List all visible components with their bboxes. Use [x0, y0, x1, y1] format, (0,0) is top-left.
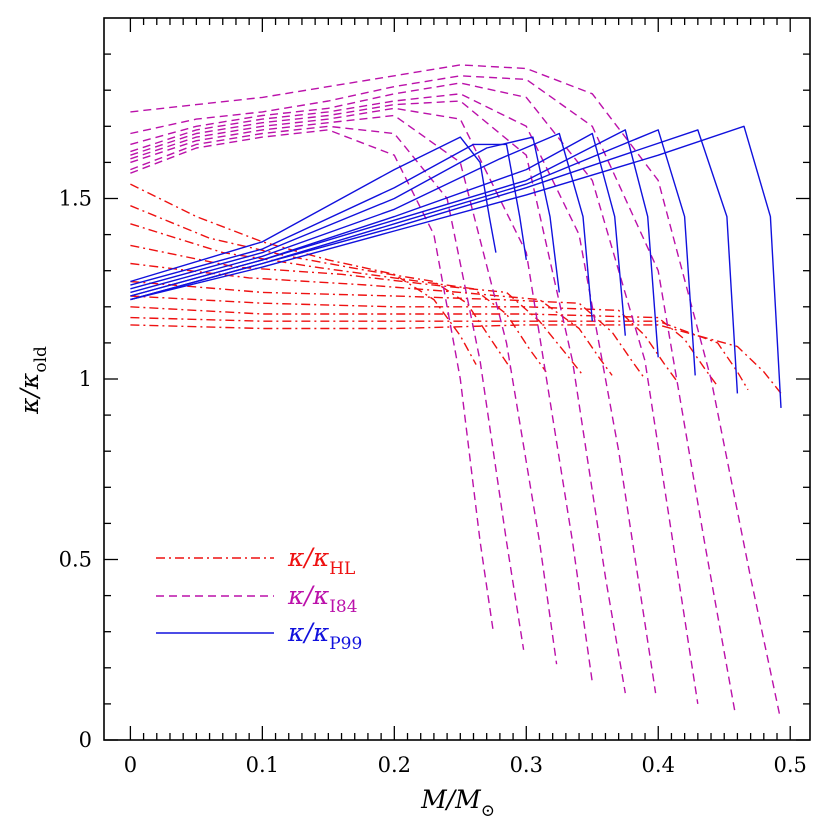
legend: κ/κHL κ/κI84 κ/κP99	[156, 543, 362, 654]
curve-p99-9	[130, 125, 782, 408]
x-tick-label: 0.3	[510, 753, 543, 777]
curve-i84-5	[130, 100, 626, 694]
curve-hl-4	[130, 244, 584, 376]
axis-ticks: 0 0.1 0.2 0.3 0.4 0.5 0 0.5 1 1.5	[59, 18, 810, 777]
curve-i84-7	[130, 82, 699, 705]
curve-i84-8	[130, 75, 736, 712]
legend-label-hl: κ/κHL	[287, 543, 355, 579]
curve-i84-1	[130, 129, 494, 632]
y-tick-label: 0	[79, 728, 92, 752]
legend-label-p99: κ/κP99	[287, 618, 362, 654]
curve-hl-1	[130, 183, 477, 365]
plot-frame	[103, 17, 811, 741]
curve-i84-9	[130, 64, 781, 715]
curve-i84-4	[130, 107, 593, 683]
curve-p99-2	[130, 143, 527, 286]
x-tick-label: 0.5	[774, 753, 807, 777]
legend-label-i84: κ/κI84	[287, 581, 358, 617]
x-axis-label: M/M⊙	[420, 785, 495, 821]
curve-i84-3	[130, 114, 558, 665]
curve-hl-5	[130, 262, 613, 376]
y-tick-label: 1.5	[59, 187, 92, 211]
curve-p99-6	[130, 129, 659, 358]
curve-p99-3	[130, 136, 560, 293]
x-tick-label: 0.1	[246, 753, 279, 777]
curve-p99-5	[130, 132, 626, 336]
x-tick-label: 0.4	[642, 753, 675, 777]
curve-hl-6	[130, 280, 646, 380]
curve-i84-6	[130, 93, 657, 694]
curve-i84-2	[130, 125, 525, 650]
curve-hl-8	[130, 306, 719, 387]
curve-hl-2	[130, 205, 511, 369]
curve-hl-7	[130, 295, 679, 384]
y-axis-label: κ/κold	[15, 346, 51, 415]
curves-layer	[130, 64, 782, 715]
curve-p99-4	[130, 132, 593, 322]
x-tick-label: 0.2	[378, 753, 411, 777]
curve-p99-1	[130, 136, 497, 283]
curve-hl-3	[130, 223, 547, 373]
curve-hl-10	[130, 324, 782, 394]
y-tick-label: 1	[79, 367, 92, 391]
x-tick-label: 0	[124, 753, 137, 777]
curve-p99-8	[130, 129, 739, 394]
y-tick-label: 0.5	[59, 548, 92, 572]
